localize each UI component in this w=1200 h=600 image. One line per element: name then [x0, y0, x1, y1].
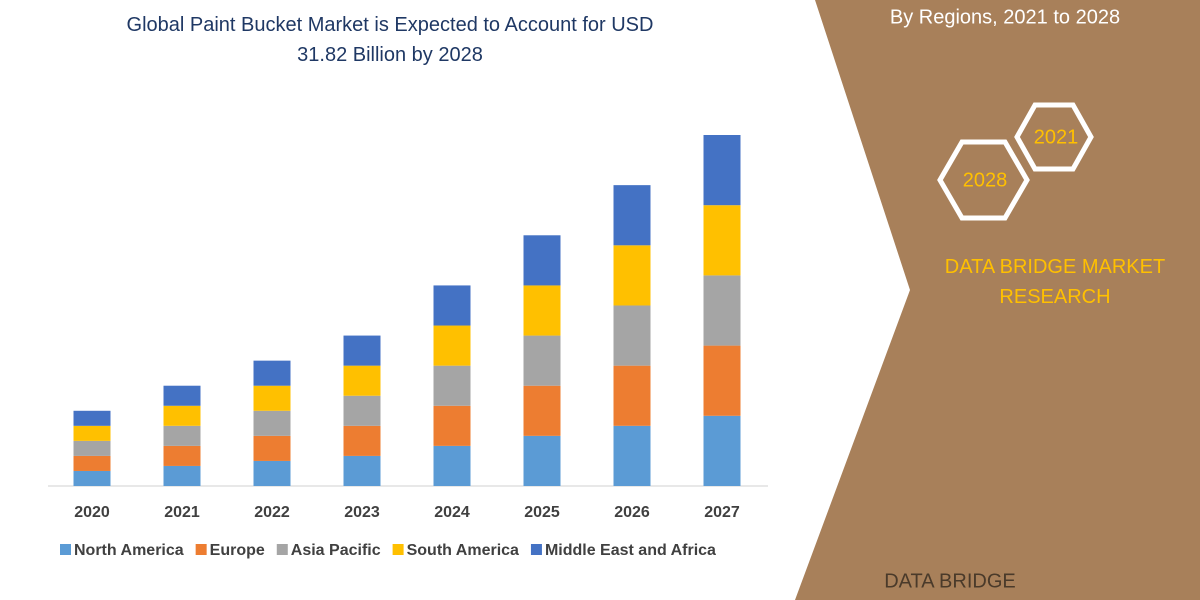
bar-segment: [613, 245, 651, 306]
bar-segment: [73, 410, 111, 426]
bar-segment: [163, 425, 201, 446]
bar-segment: [703, 415, 741, 486]
bar-segment: [253, 410, 291, 436]
bar-segment: [253, 435, 291, 461]
side-panel: [795, 0, 1200, 600]
x-tick-label: 2026: [614, 504, 650, 521]
bar-segment: [343, 425, 381, 456]
bar-segment: [253, 385, 291, 411]
bar-segment: [433, 445, 471, 486]
hex-label: 2021: [1034, 126, 1079, 148]
x-tick-label: 2023: [344, 504, 380, 521]
bar-segment: [343, 455, 381, 486]
legend-label: South America: [407, 542, 519, 559]
legend-swatch: [276, 544, 288, 555]
bar-segment: [73, 440, 111, 456]
bar-segment: [73, 425, 111, 441]
bar-segment: [163, 405, 201, 426]
bar-segment: [73, 470, 111, 486]
bar-segment: [343, 395, 381, 426]
bar-segment: [703, 275, 741, 346]
legend-swatch: [195, 544, 207, 555]
bar-segment: [433, 325, 471, 366]
x-tick-label: 2020: [74, 504, 110, 521]
bar-segment: [523, 235, 561, 286]
bar-segment: [253, 360, 291, 386]
legend-label: Middle East and Africa: [545, 542, 716, 559]
bar-segment: [703, 205, 741, 276]
hexagon: [937, 139, 1030, 221]
bar-segment: [703, 135, 741, 206]
legend-label: North America: [74, 542, 184, 559]
panel-heading: By Regions, 2021 to 2028: [890, 6, 1120, 28]
bar-segment: [343, 365, 381, 396]
bar-segment: [163, 385, 201, 406]
x-tick-label: 2025: [524, 504, 560, 521]
bar-segment: [523, 385, 561, 436]
bar-segment: [523, 285, 561, 336]
hex-label: 2028: [963, 169, 1008, 191]
legend-swatch: [530, 544, 542, 555]
x-tick-label: 2021: [164, 504, 200, 521]
chart-title: Global Paint Bucket Market is Expected t…: [126, 14, 654, 66]
legend-label: Asia Pacific: [291, 542, 381, 559]
logo-text: DATA BRIDGE: [884, 570, 1016, 592]
brand: DATA BRIDGE MARKET RESEARCH: [944, 256, 1166, 308]
bar-segment: [613, 305, 651, 366]
bar-segment: [433, 285, 471, 326]
legend-swatch: [392, 544, 404, 555]
bar-segment: [613, 425, 651, 486]
bar-segment: [613, 365, 651, 426]
bar-segment: [523, 435, 561, 486]
bar-segment: [253, 460, 291, 486]
bar-segment: [163, 445, 201, 466]
bar-segment: [703, 345, 741, 416]
x-tick-label: 2027: [704, 504, 740, 521]
hexagon: [1014, 102, 1094, 172]
bar-segment: [523, 335, 561, 386]
bar-segment: [163, 465, 201, 486]
legend-label: Europe: [210, 542, 265, 559]
legend-swatch: [60, 544, 71, 555]
bar-segment: [343, 335, 381, 366]
bar-segment: [433, 405, 471, 446]
brand-box: DATA BRIDGE MARKET RESEARCH: [944, 256, 1166, 308]
x-tick-label: 2022: [254, 504, 290, 521]
bar-segment: [613, 185, 651, 246]
bar-segment: [433, 365, 471, 406]
x-tick-label: 2024: [434, 504, 470, 521]
bar-segment: [73, 455, 111, 471]
